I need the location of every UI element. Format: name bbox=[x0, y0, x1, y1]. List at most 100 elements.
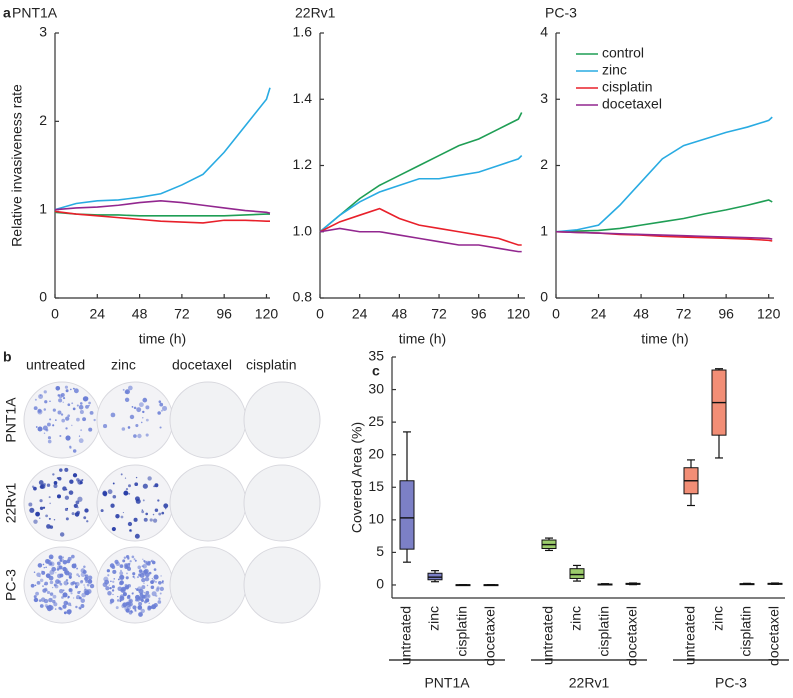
colony bbox=[142, 558, 144, 560]
colony bbox=[33, 519, 38, 524]
y-tick-label: 2 bbox=[540, 156, 548, 172]
y-tick-label: 3 bbox=[540, 90, 548, 106]
colony bbox=[127, 594, 131, 598]
colony bbox=[35, 511, 40, 517]
x-tick-label: 72 bbox=[174, 306, 190, 322]
colony bbox=[134, 577, 136, 579]
x-tick-label: untreated bbox=[540, 606, 556, 665]
colony bbox=[137, 599, 140, 602]
colony bbox=[39, 499, 43, 503]
colony bbox=[68, 575, 72, 579]
colony bbox=[119, 571, 124, 576]
x-tick-label: docetaxel bbox=[766, 606, 782, 666]
colony bbox=[107, 574, 110, 577]
y-tick-label: 1.0 bbox=[293, 222, 313, 238]
x-tick-label: zinc bbox=[568, 606, 584, 631]
colony bbox=[115, 514, 120, 519]
colony bbox=[55, 572, 57, 574]
colony bbox=[161, 581, 164, 584]
x-tick-label: docetaxel bbox=[482, 606, 498, 666]
colony bbox=[86, 520, 89, 523]
legend-label: zinc bbox=[602, 62, 627, 78]
colony bbox=[62, 604, 67, 609]
y-axis-label: Relative invasiveness rate bbox=[9, 84, 25, 247]
colony bbox=[154, 483, 159, 488]
colony bbox=[45, 429, 47, 431]
colony bbox=[59, 532, 65, 537]
series-line bbox=[319, 112, 523, 233]
colony bbox=[79, 402, 83, 405]
colony bbox=[80, 568, 86, 574]
x-tick-label: 96 bbox=[718, 306, 734, 322]
colony bbox=[137, 565, 142, 570]
colony bbox=[35, 426, 38, 428]
colony bbox=[133, 434, 137, 438]
colony bbox=[65, 427, 68, 430]
colony bbox=[160, 575, 162, 577]
colony bbox=[67, 602, 72, 606]
colony bbox=[143, 517, 148, 522]
colony bbox=[77, 479, 83, 485]
colony bbox=[33, 595, 37, 599]
colony bbox=[84, 574, 89, 578]
colony bbox=[136, 588, 139, 592]
colony bbox=[43, 408, 47, 411]
colony bbox=[76, 510, 81, 515]
chart-title: PNT1A bbox=[12, 5, 58, 21]
colony bbox=[141, 565, 143, 567]
colony bbox=[79, 410, 84, 415]
colony bbox=[69, 479, 74, 484]
y-tick-label: 0 bbox=[540, 289, 548, 305]
colony bbox=[142, 563, 147, 569]
colony bbox=[74, 563, 77, 565]
x-tick-label: 24 bbox=[591, 306, 607, 322]
colony bbox=[58, 588, 64, 594]
colony bbox=[135, 476, 138, 479]
colony bbox=[132, 572, 136, 576]
colony bbox=[84, 576, 89, 581]
colony bbox=[152, 518, 158, 523]
colony bbox=[62, 396, 66, 400]
colony bbox=[71, 512, 75, 516]
colony bbox=[50, 556, 53, 559]
colony bbox=[158, 400, 162, 403]
series-line bbox=[319, 154, 523, 233]
colony bbox=[152, 513, 155, 516]
colony bbox=[100, 509, 104, 513]
colony bbox=[148, 602, 150, 605]
colony bbox=[120, 473, 123, 476]
colony bbox=[53, 518, 56, 521]
colony bbox=[38, 599, 42, 602]
colony bbox=[58, 606, 62, 610]
colony bbox=[84, 586, 86, 588]
colony bbox=[147, 476, 152, 481]
colony bbox=[134, 588, 137, 590]
y-tick-label: 15 bbox=[368, 478, 384, 494]
colony bbox=[78, 438, 84, 444]
colony bbox=[127, 426, 131, 429]
colony bbox=[111, 526, 116, 532]
colony bbox=[88, 401, 91, 405]
y-tick-label: 1.6 bbox=[293, 24, 313, 40]
colony bbox=[48, 517, 51, 520]
colony bbox=[139, 592, 144, 597]
colony bbox=[142, 499, 145, 502]
colony bbox=[114, 559, 119, 564]
colony bbox=[72, 449, 77, 453]
colony bbox=[121, 427, 126, 431]
colony bbox=[59, 582, 63, 586]
colony bbox=[125, 488, 129, 491]
colony bbox=[49, 580, 54, 585]
colony bbox=[150, 585, 155, 590]
colony bbox=[111, 585, 115, 589]
colony bbox=[51, 566, 57, 572]
column-label: docetaxel bbox=[172, 357, 232, 373]
colony bbox=[117, 578, 120, 581]
colony bbox=[163, 503, 169, 509]
colony bbox=[80, 429, 83, 432]
colony bbox=[38, 480, 44, 485]
y-axis-label: Covered Area (%) bbox=[349, 422, 365, 533]
colony bbox=[141, 510, 145, 514]
colony bbox=[125, 608, 130, 613]
colony bbox=[111, 589, 115, 592]
